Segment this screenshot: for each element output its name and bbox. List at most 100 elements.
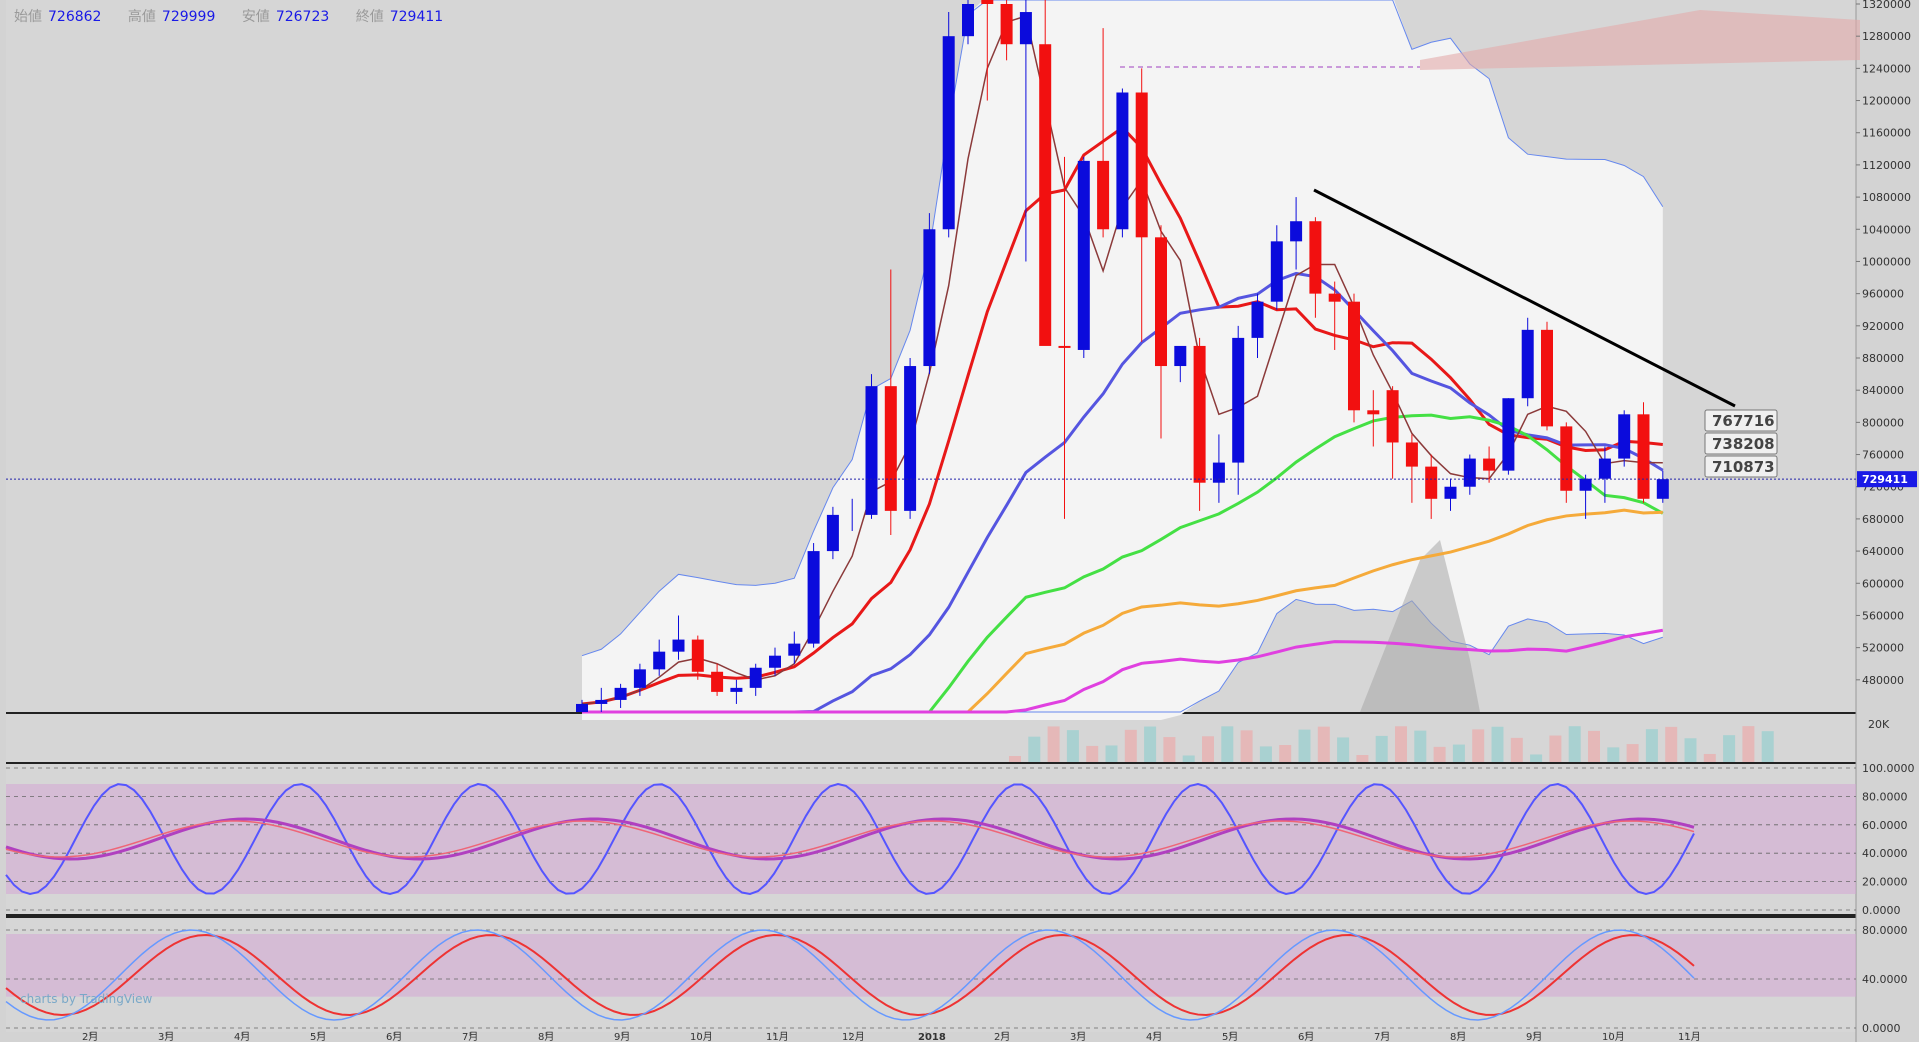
x-tick-label: 4月 — [234, 1031, 250, 1042]
stoch-band — [6, 934, 1856, 997]
rsi-tick-label: 80.0000 — [1862, 790, 1908, 803]
volume-bar — [1144, 726, 1157, 762]
close-value: 729411 — [389, 9, 444, 25]
candle-body — [711, 671, 724, 692]
volume-bar — [1723, 735, 1736, 762]
rsi-signal — [5, 817, 1695, 861]
x-tick-label: 5月 — [1222, 1031, 1238, 1042]
x-tick-label: 3月 — [158, 1031, 174, 1042]
high-value: 729999 — [161, 9, 216, 25]
x-tick-label: 2018 — [918, 1032, 946, 1042]
volume-bar — [1240, 730, 1253, 762]
candle-body — [1116, 92, 1129, 230]
volume-bar — [1530, 754, 1543, 762]
ichimoku-cloud-upper — [1420, 10, 1860, 70]
rsi-signal-2 — [5, 820, 1695, 858]
volume-bar — [1607, 747, 1620, 762]
candle-body — [576, 703, 588, 712]
price-tick-label: 880000 — [1862, 352, 1904, 365]
x-tick-label: 11月 — [766, 1031, 789, 1042]
price-tick-label: 480000 — [1862, 674, 1904, 687]
price-tick-label: 640000 — [1862, 545, 1904, 558]
volume-bar — [1356, 754, 1369, 762]
candle-body — [1039, 44, 1052, 346]
candle-body — [1386, 390, 1399, 443]
stoch-tick-label: 80.0000 — [1862, 924, 1908, 937]
volume-bar — [1510, 737, 1523, 762]
candle-body — [749, 667, 762, 688]
x-tick-label: 6月 — [1298, 1031, 1314, 1042]
price-tick-label: 680000 — [1862, 513, 1904, 526]
volume-bar — [1452, 744, 1465, 762]
candle-body — [1058, 345, 1071, 348]
x-tick-label: 8月 — [538, 1031, 554, 1042]
candle-body — [884, 386, 897, 511]
price-tick-label: 600000 — [1862, 577, 1904, 590]
volume-bar — [1684, 738, 1697, 762]
candle-body — [1425, 466, 1438, 499]
stoch-tick-label: 0.0000 — [1862, 1022, 1901, 1035]
candle-body — [1463, 458, 1476, 487]
volume-bar — [1472, 729, 1485, 762]
x-tick-label: 7月 — [462, 1031, 478, 1042]
volume-bar — [1279, 745, 1292, 762]
volume-bar — [1742, 726, 1755, 762]
candle-body — [1212, 462, 1225, 483]
volume-bar — [1086, 745, 1099, 762]
volume-bar — [1259, 746, 1272, 762]
volume-bar — [1375, 735, 1388, 762]
price-tick-label: 1040000 — [1862, 223, 1911, 236]
volume-bar — [1298, 729, 1311, 762]
stoch-tick-label: 40.0000 — [1862, 973, 1908, 986]
volume-bar — [1414, 730, 1427, 762]
candle-body — [1598, 458, 1611, 479]
volume-bar — [1626, 744, 1639, 762]
candle-body — [633, 669, 646, 688]
volume-bar — [1665, 726, 1678, 762]
price-tick-label: 1280000 — [1862, 30, 1911, 43]
rsi-tick-label: 20.0000 — [1862, 876, 1908, 889]
volume-bar — [1761, 731, 1774, 762]
volume-bar — [1433, 746, 1446, 762]
x-tick-label: 12月 — [842, 1031, 865, 1042]
volume-bar — [1395, 726, 1407, 762]
candle-body — [1618, 414, 1631, 459]
candle-body — [1541, 329, 1553, 427]
rsi-tick-label: 100.0000 — [1862, 762, 1915, 775]
candle-body — [614, 687, 627, 700]
close-label: 終値 — [355, 9, 384, 25]
candle-body — [1097, 160, 1110, 230]
candle-body — [865, 386, 878, 515]
price-callout-box — [1704, 409, 1778, 432]
x-tick-label: 8月 — [1450, 1031, 1466, 1042]
candle-body — [1309, 221, 1322, 294]
stoch-k — [5, 933, 1695, 1017]
candle-body — [1077, 160, 1090, 350]
x-tick-label: 9月 — [1526, 1031, 1542, 1042]
price-callout-label: 767716 — [1712, 412, 1775, 430]
x-tick-label: 6月 — [386, 1031, 402, 1042]
price-callout-label: 738208 — [1712, 435, 1775, 453]
volume-bar — [1202, 736, 1214, 762]
price-tick-label: 1120000 — [1862, 159, 1911, 172]
price-tick-label: 1160000 — [1862, 127, 1911, 140]
candle-body — [1579, 478, 1592, 491]
open-value: 726862 — [48, 9, 102, 25]
volume-bar — [1124, 729, 1137, 762]
volume-bar — [1221, 726, 1234, 762]
candle-body — [1521, 329, 1534, 399]
candle-body — [653, 651, 666, 670]
candle-body — [1193, 345, 1206, 483]
candle-body — [981, 0, 994, 4]
x-tick-label: 10月 — [1602, 1031, 1625, 1042]
volume-bar — [1105, 745, 1118, 762]
candle-body — [672, 639, 685, 652]
trend-line — [1313, 188, 1736, 408]
candle-body — [1637, 414, 1650, 499]
ma-magenta — [582, 628, 1664, 714]
price-tick-label: 760000 — [1862, 449, 1904, 462]
candle-body — [1483, 458, 1496, 471]
volume-bar — [1645, 729, 1658, 762]
x-tick-label: 2月 — [994, 1031, 1010, 1042]
